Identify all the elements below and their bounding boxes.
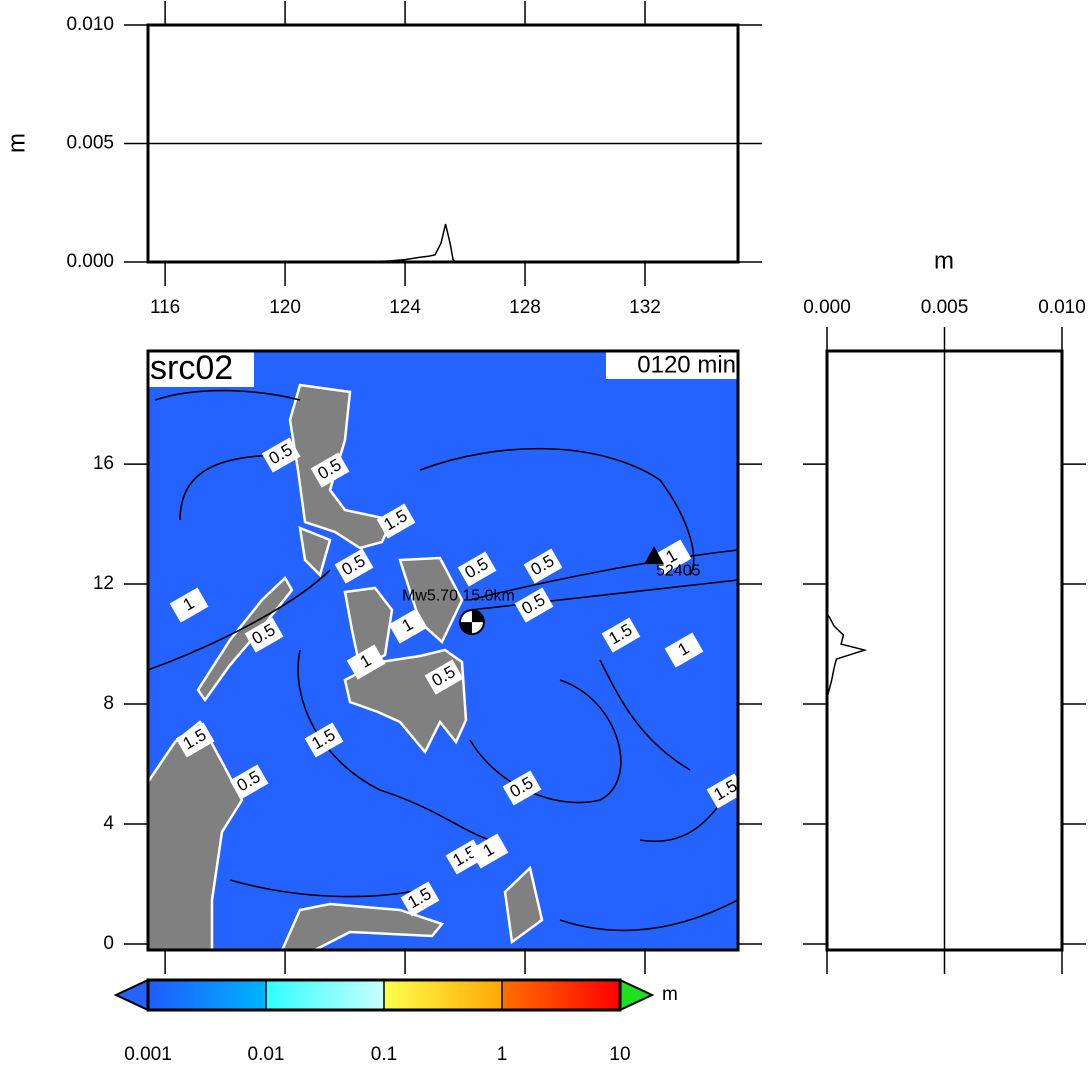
- time-box: [606, 351, 738, 379]
- colorbar-over: [619, 978, 655, 1012]
- contour-label-box: [664, 632, 704, 668]
- colorbar-tick-label: 1: [497, 1044, 508, 1065]
- x-tick-label: 132: [629, 297, 661, 318]
- contours: [148, 389, 738, 932]
- station-marker: [644, 546, 665, 565]
- contour-line: [154, 389, 301, 401]
- x-tick-label: 0.000: [803, 297, 851, 318]
- y-tick-label: 0.000: [66, 251, 114, 272]
- y-tick-label: 4: [103, 813, 114, 834]
- contour-line: [469, 679, 622, 804]
- contour-label-box: [229, 764, 269, 800]
- contour-label-box: [310, 452, 350, 488]
- contour-label: 0.5: [244, 617, 284, 653]
- colorbar-segment: [147, 979, 267, 1011]
- contour-line: [297, 649, 491, 841]
- contour-label: 1: [169, 587, 209, 623]
- contour-label-box: [169, 587, 209, 623]
- land: [280, 902, 445, 950]
- contour-label: 1: [469, 833, 509, 869]
- contour-line: [599, 659, 691, 771]
- contour-label-box: [388, 608, 428, 644]
- contour-label-box: [424, 659, 464, 695]
- x-tick-label: 0.010: [1038, 297, 1086, 318]
- contour-label-box: [706, 773, 738, 809]
- contour-line: [469, 549, 738, 601]
- colorbar-segment: [501, 979, 621, 1011]
- colorbar-tick-label: 10: [609, 1044, 630, 1065]
- axes: 0.000 0.005 0.010 116 120 124 128 132 m 0 4 8 12 16 sr…: [3, 1, 1086, 1065]
- contour-line: [229, 879, 421, 898]
- beachball-quadrant: [471, 610, 484, 623]
- time-label: 0120 min: [637, 351, 736, 378]
- colorbar-unit: m: [662, 984, 678, 1005]
- land: [503, 865, 544, 945]
- x-tick-label: 120: [269, 297, 301, 318]
- map-frame: [146, 349, 740, 952]
- profile-line: [148, 223, 738, 263]
- colorbar-segment: [383, 979, 503, 1011]
- contour-label-box: [514, 587, 554, 623]
- x-tick-label: 116: [150, 297, 180, 318]
- source-label: Mw5.70 15.0km: [402, 587, 515, 604]
- contour-label-box: [376, 503, 416, 539]
- station-label: 52405: [656, 562, 701, 579]
- contour-label-box: [244, 617, 284, 653]
- x-tick-label: 124: [389, 297, 421, 318]
- contour-line: [469, 579, 738, 611]
- colorbar-tick-label: 0.01: [248, 1044, 285, 1065]
- contour-label-box: [601, 617, 641, 653]
- colorbar-segment: [265, 979, 385, 1011]
- land: [288, 383, 394, 550]
- plot-frame: [146, 23, 740, 264]
- contour-label-box: [523, 548, 563, 584]
- colorbar-tick-label: 0.1: [371, 1044, 397, 1065]
- contour-label-box: [346, 644, 386, 680]
- contour-label-box: [457, 551, 497, 587]
- y-tick-label: 0.005: [66, 133, 114, 154]
- contour-label-box: [304, 722, 344, 758]
- contour-line: [419, 447, 695, 576]
- contour-label-box: [261, 437, 301, 473]
- y-tick-label: 16: [93, 453, 114, 474]
- y-tick-label: 8: [103, 693, 114, 714]
- contour-label: 1: [664, 632, 704, 668]
- source-mechanism: [458, 609, 485, 636]
- title-box: [148, 351, 254, 387]
- y-axis-label: m: [3, 133, 30, 153]
- land: [196, 576, 294, 703]
- contour-label-box: [334, 548, 374, 584]
- contour-label: 1.5: [304, 722, 344, 758]
- contour-label-box: [469, 833, 509, 869]
- y-tick-label: 0.010: [66, 14, 114, 35]
- contour-label: 1: [388, 608, 428, 644]
- map-title: src02: [150, 349, 233, 387]
- contour-label-box: [175, 722, 215, 758]
- colorbar-under: [113, 978, 149, 1012]
- contour-line: [148, 569, 331, 671]
- land: [298, 526, 332, 578]
- beachball-quadrant: [459, 622, 472, 635]
- x-tick-label: 0.005: [921, 297, 969, 318]
- contour-label: 1: [346, 644, 386, 680]
- y-tick-label: 12: [93, 573, 114, 594]
- colorbar-tick-label: 0.001: [124, 1044, 172, 1065]
- y-tick-label: 0: [103, 933, 114, 954]
- plot-frame: [825, 349, 1064, 952]
- x-tick-label: 128: [509, 297, 541, 318]
- x-axis-label: m: [934, 247, 954, 274]
- contour-line: [559, 899, 738, 932]
- contour-label: 1: [652, 539, 692, 575]
- profile-line: [826, 613, 868, 699]
- land: [343, 586, 394, 670]
- contour-label-box: [652, 539, 692, 575]
- contour-label-box: [400, 881, 440, 917]
- contour-label-box: [502, 770, 542, 806]
